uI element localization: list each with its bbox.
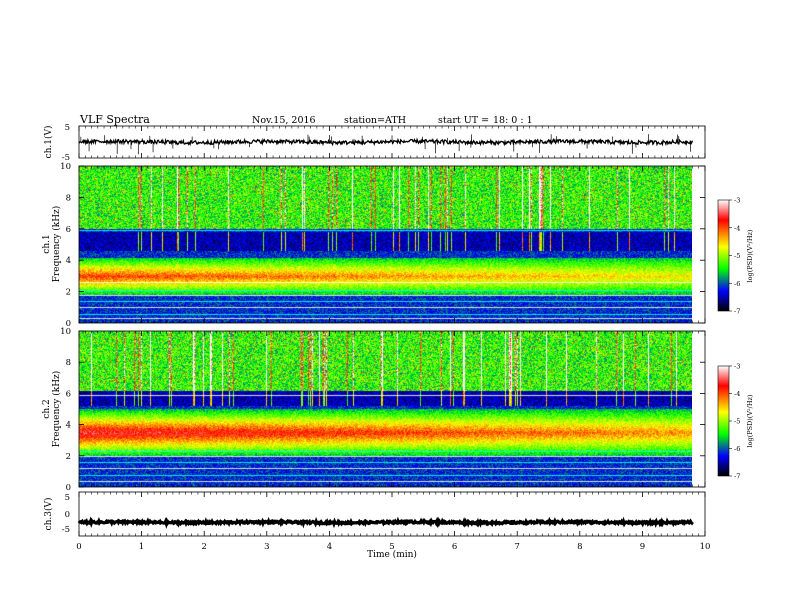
ch2-spectrogram-image: [79, 331, 692, 487]
colorbar-tick-label: -6: [734, 280, 740, 288]
colorbar-tick-label: -3: [734, 197, 740, 205]
ch3-ytick-bottom: -5: [62, 525, 70, 535]
ch2-colorbar-gradient: [717, 365, 730, 477]
ch3-ytick-mid: 0: [65, 510, 70, 520]
colorbar-tick-label: -4: [734, 224, 740, 232]
ytick-label: 4: [66, 421, 71, 431]
ytick-label: 2: [66, 452, 71, 462]
ch2-colorbar-ticks: -3 -4 -5 -6 -7: [729, 363, 740, 481]
ch1-colorbar-gradient: [717, 199, 730, 312]
ch1-waveform-panel: 5 -5 ch.1(V): [43, 123, 706, 163]
ch1-waveform-ylabel: ch.1(V): [43, 126, 54, 159]
ytick-label: 6: [66, 225, 71, 235]
ch1-spectrogram-image: [79, 166, 692, 323]
ytick-label: 8: [66, 193, 71, 203]
ch1-spectrogram-ylabel-channel: ch.1: [42, 234, 52, 253]
time-axis-ticks: 0 1 2 3 4 5 6 7 8 9 10: [76, 126, 710, 552]
colorbar-tick-label: -6: [734, 445, 740, 453]
ch1-spectrogram-panel: 10 8 6 4 2 0 ch.1 Frequency (kHz): [42, 162, 706, 329]
station-label: station=ATH: [344, 115, 406, 126]
ytick-label: 4: [66, 256, 71, 266]
ytick-label: 10: [60, 327, 71, 337]
xtick-label: 9: [640, 542, 645, 552]
waveform-line: [77, 516, 694, 530]
ch1-waveform-trace: [78, 134, 694, 155]
date-label: Nov.15, 2016: [252, 115, 316, 126]
ch1-spectrogram-yticks: 10 8 6 4 2 0: [60, 162, 705, 329]
waveform-line: [78, 137, 694, 147]
colorbar-tick-label: -4: [734, 390, 740, 398]
ch1-ytick-top: 5: [65, 123, 70, 133]
xtick-label: 6: [452, 542, 457, 552]
ch1-spectrogram-ylabel-frequency: Frequency (kHz): [51, 206, 62, 283]
ytick-label: 0: [66, 319, 71, 329]
ytick-label: 2: [66, 288, 71, 298]
xtick-label: 2: [201, 542, 206, 552]
ch2-colorbar: -3 -4 -5 -6 -7 log(PSD)(V²/Hz): [717, 363, 754, 481]
ch1-colorbar-ticks: -3 -4 -5 -6 -7: [729, 197, 740, 316]
ch2-spectrogram-panel: 10 8 6 4 2 0 ch.2 Frequency (kHz): [42, 327, 706, 493]
colorbar-tick-label: -5: [734, 252, 740, 260]
start-time: 18: 0 : 1: [493, 115, 533, 126]
xtick-label: 0: [76, 542, 81, 552]
xtick-label: 3: [264, 542, 269, 552]
figure-title: VLF Spectra: [79, 113, 150, 126]
xtick-label: 10: [700, 542, 711, 552]
xtick-label: 4: [327, 542, 332, 552]
colorbar-tick-label: -5: [734, 418, 740, 426]
ch3-waveform-trace: [77, 516, 694, 530]
ch2-colorbar-label: log(PSD)(V²/Hz): [746, 394, 754, 447]
start-label: start UT =: [438, 115, 489, 126]
xtick-label: 7: [514, 542, 519, 552]
ch2-spectrogram-ylabel-channel: ch.2: [42, 399, 52, 418]
ch2-spectrogram-yticks: 10 8 6 4 2 0: [60, 327, 705, 493]
ytick-label: 10: [60, 162, 71, 172]
colorbar-tick-label: -7: [734, 308, 740, 316]
colorbar-tick-label: -3: [734, 363, 740, 371]
ch3-waveform-ylabel: ch.3(V): [43, 498, 54, 531]
ytick-label: 8: [66, 358, 71, 368]
ch1-colorbar: -3 -4 -5 -6 -7 log(PSD)(V²/Hz): [717, 197, 754, 316]
xtick-label: 5: [389, 542, 394, 552]
xtick-label: 1: [139, 542, 144, 552]
ch2-spectrogram-ylabel-frequency: Frequency (kHz): [51, 371, 62, 448]
ch3-ytick-top: 5: [65, 493, 70, 503]
ch1-ytick-bottom: -5: [62, 153, 70, 163]
ch1-colorbar-label: log(PSD)(V²/Hz): [746, 229, 754, 282]
ch3-waveform-frame: [78, 491, 706, 537]
ytick-label: 6: [66, 389, 71, 399]
time-axis-label: Time (min): [367, 549, 417, 560]
ch3-waveform-panel: 5 0 -5 ch.3(V): [43, 491, 706, 537]
xtick-label: 8: [577, 542, 582, 552]
ytick-label: 0: [66, 483, 71, 493]
colorbar-tick-label: -7: [734, 473, 740, 481]
